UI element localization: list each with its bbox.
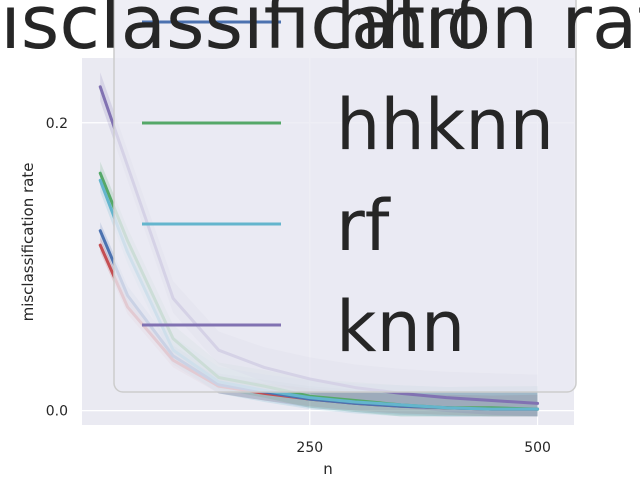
y-tick-label: 0.2 xyxy=(46,116,68,132)
x-axis-label: n xyxy=(323,460,333,478)
legend-label: knn xyxy=(336,286,465,368)
legend-label: rf xyxy=(336,185,391,267)
legend-box xyxy=(113,0,577,393)
chart-title: misclassification rate xyxy=(0,0,640,66)
y-axis-label: misclassification rate xyxy=(19,163,37,322)
confidence-band xyxy=(100,222,538,417)
legend-label: hhrf xyxy=(336,0,480,65)
x-tick-label: 500 xyxy=(524,440,551,456)
legend-label: hhknn xyxy=(336,84,554,166)
y-tick-label: 0.0 xyxy=(46,404,68,420)
x-tick-label: 250 xyxy=(296,440,323,456)
tick-labels: 250 500 0.0 0.2 xyxy=(46,116,551,456)
legend: hhrf hhknn rf knn xyxy=(113,0,577,393)
